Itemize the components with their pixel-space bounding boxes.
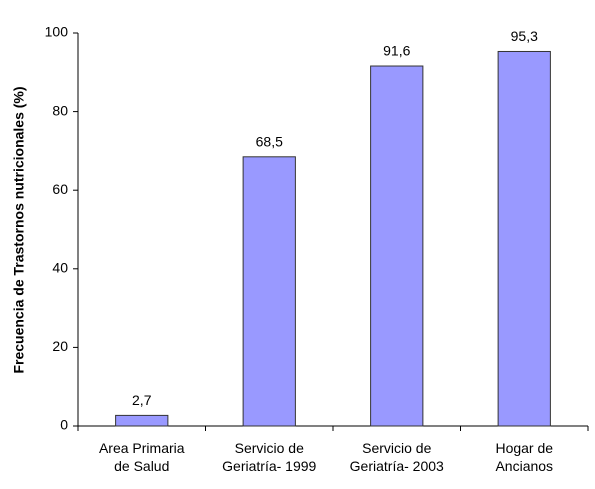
x-tick-label: Servicio de Geriatría- 1999: [222, 440, 317, 474]
value-label: 91,6: [383, 43, 410, 59]
value-label: 2,7: [132, 392, 152, 408]
y-tick-label: 60: [52, 181, 68, 197]
bar: [115, 414, 169, 427]
bar: [497, 50, 551, 427]
y-tick-label: 100: [45, 24, 69, 40]
y-tick-label: 0: [60, 417, 68, 433]
value-label: 68,5: [256, 133, 283, 149]
bar: [370, 65, 424, 427]
x-tick-label: Hogar de Ancianos: [495, 440, 554, 474]
bar: [242, 156, 296, 427]
x-tick-label: Area Primaria de Salud: [98, 440, 185, 474]
y-axis-title: Frecuencia de Trastornos nutricionales (…: [11, 86, 27, 373]
value-label: 95,3: [511, 28, 538, 44]
x-tick-label: Servicio de Geriatría- 2003: [349, 440, 444, 474]
y-tick-label: 20: [52, 338, 68, 354]
y-tick-label: 80: [52, 102, 68, 118]
y-tick-label: 40: [52, 260, 68, 276]
